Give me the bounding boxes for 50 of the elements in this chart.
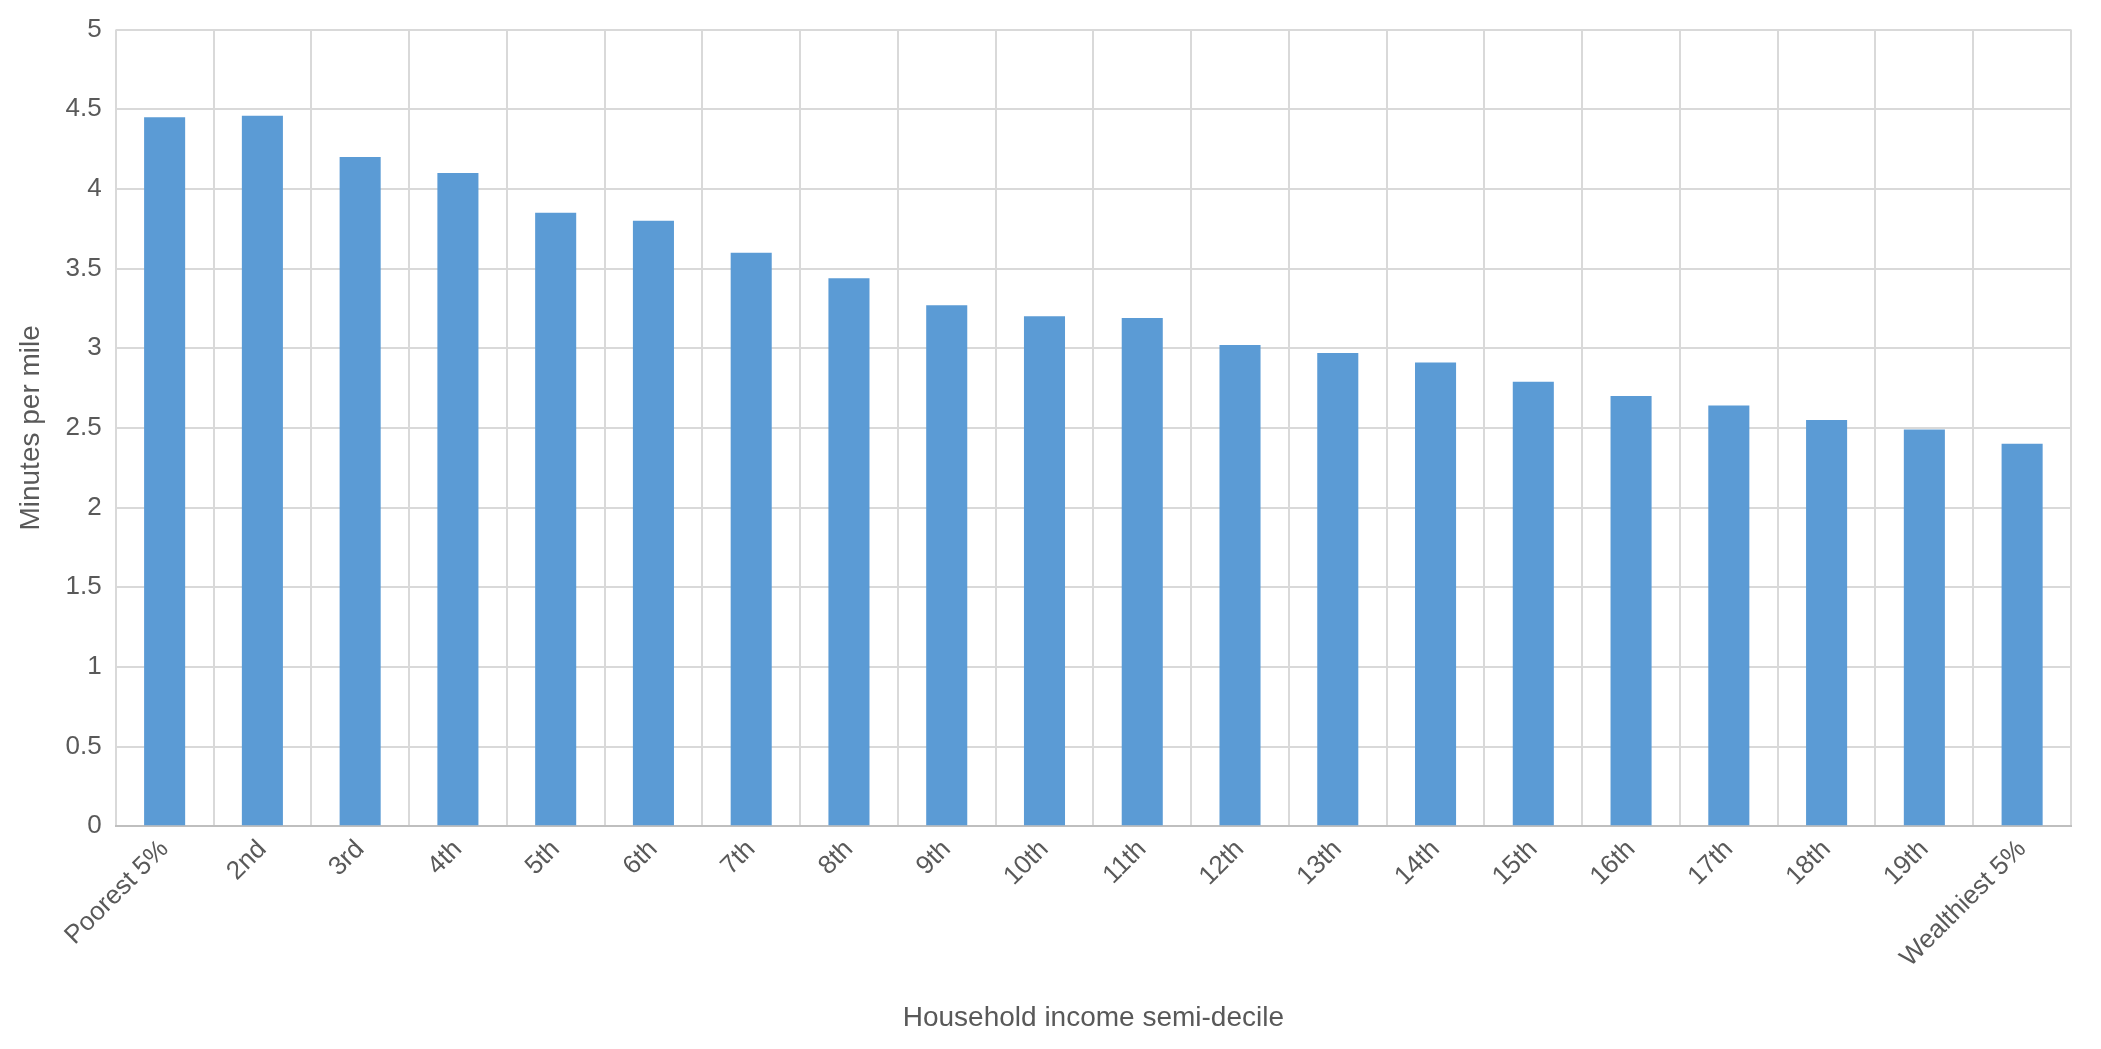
bar bbox=[1806, 419, 1848, 826]
x-tick-label: 4th bbox=[420, 833, 468, 881]
x-tick-label: 14th bbox=[1387, 833, 1445, 891]
bar bbox=[730, 252, 772, 826]
bar bbox=[2001, 443, 2043, 826]
y-tick-label: 1 bbox=[87, 650, 102, 681]
x-tick-label: 3rd bbox=[321, 833, 370, 882]
x-tick-label: 10th bbox=[996, 833, 1054, 891]
bar bbox=[437, 172, 479, 826]
bar bbox=[535, 212, 577, 826]
bar bbox=[632, 220, 674, 826]
x-tick-label: 18th bbox=[1778, 833, 1836, 891]
x-tick-label: 9th bbox=[909, 833, 957, 881]
bar bbox=[1903, 429, 1945, 826]
bar bbox=[828, 278, 870, 826]
bar bbox=[1023, 316, 1066, 826]
bar bbox=[241, 115, 283, 826]
y-tick-label: 4.5 bbox=[65, 92, 102, 123]
y-tick-label: 0 bbox=[87, 809, 102, 840]
bar bbox=[144, 117, 186, 826]
bar bbox=[339, 157, 381, 826]
x-tick-label: 6th bbox=[615, 833, 663, 881]
bar bbox=[1415, 362, 1457, 826]
y-tick-label: 4 bbox=[87, 172, 102, 203]
bar bbox=[926, 305, 968, 826]
x-tick-label: 5th bbox=[518, 833, 565, 881]
x-tick-label: 16th bbox=[1583, 833, 1641, 891]
x-tick-label: 12th bbox=[1192, 833, 1250, 891]
y-tick-label: 5 bbox=[87, 12, 102, 43]
bar bbox=[1317, 353, 1359, 826]
x-tick-label: 11th bbox=[1095, 833, 1152, 889]
y-tick-label: 2.5 bbox=[65, 411, 102, 442]
y-tick-label: 3 bbox=[87, 331, 102, 362]
x-tick-label: 15th bbox=[1485, 833, 1543, 891]
x-tick-label: 8th bbox=[811, 833, 859, 881]
x-tick-label: 17th bbox=[1681, 833, 1739, 891]
bar bbox=[1512, 381, 1554, 826]
x-tick-label: 2nd bbox=[219, 833, 272, 886]
x-axis-title: Household income semi-decile bbox=[902, 1000, 1285, 1032]
bar bbox=[1708, 405, 1750, 826]
bar bbox=[1219, 345, 1261, 826]
y-tick-label: 3.5 bbox=[65, 251, 102, 282]
x-tick-label: 13th bbox=[1290, 833, 1348, 891]
bar bbox=[1121, 317, 1163, 826]
y-axis-title: Minutes per mile bbox=[13, 325, 45, 531]
bar bbox=[1610, 396, 1652, 826]
y-tick-label: 2 bbox=[87, 490, 102, 521]
y-tick-label: 0.5 bbox=[65, 729, 102, 760]
x-tick-label: 7th bbox=[713, 833, 761, 881]
y-tick-label: 1.5 bbox=[65, 570, 102, 601]
